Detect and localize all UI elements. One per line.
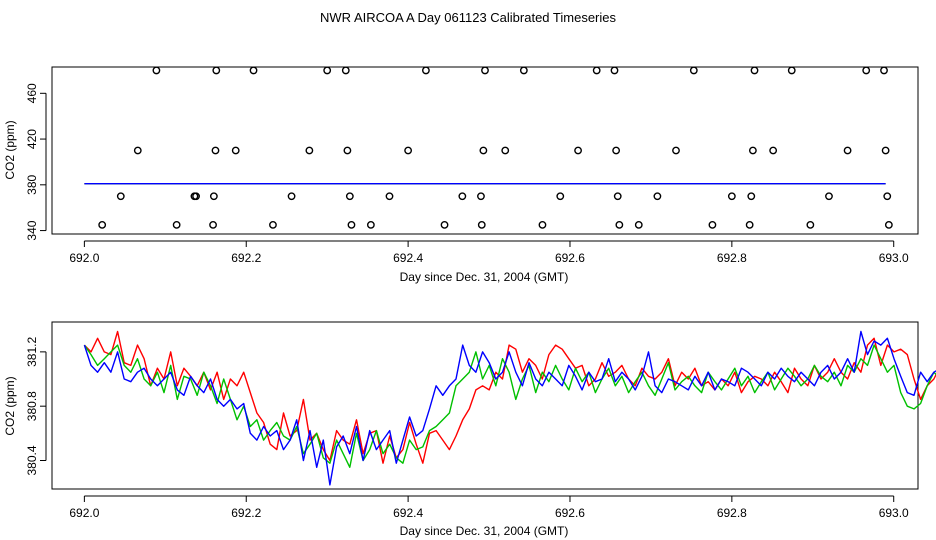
x-tick-label: 692.2: [231, 251, 261, 265]
data-point: [880, 66, 888, 75]
bottom-series: [83, 330, 936, 486]
data-point: [519, 66, 528, 75]
bottom-x-axis: 692.0 692.2 692.4 692.6 692.8 693.0: [69, 495, 909, 520]
data-point: [747, 192, 756, 201]
series-line-blue: [83, 330, 936, 486]
data-point: [750, 66, 759, 75]
data-point: [477, 192, 485, 201]
data-point: [116, 192, 125, 201]
top-y-axis: 340 380 420 460: [25, 83, 47, 241]
data-point: [615, 220, 624, 229]
x-tick-label: 692.6: [555, 506, 585, 520]
series-line-green: [83, 344, 936, 468]
data-point: [806, 220, 815, 229]
data-point: [748, 146, 757, 155]
x-tick-label: 692.8: [717, 506, 747, 520]
data-point: [612, 146, 621, 155]
data-point: [305, 146, 314, 155]
data-point: [653, 192, 662, 201]
data-point: [501, 146, 510, 155]
data-point: [172, 220, 181, 229]
data-point: [556, 192, 565, 201]
x-tick-label: 692.0: [69, 506, 99, 520]
x-tick-label: 692.4: [393, 251, 423, 265]
data-point: [98, 220, 107, 229]
data-point: [385, 192, 394, 201]
bottom-y-axis-label: CO2 (ppm): [3, 376, 17, 435]
bottom-panel: 692.0 692.2 692.4 692.6 692.8 693.0 380.4380.…: [3, 321, 936, 538]
x-tick-label: 692.6: [555, 251, 585, 265]
data-point: [862, 66, 871, 75]
data-point: [787, 66, 796, 75]
y-tick-label: 460: [25, 83, 39, 103]
top-x-axis: 692.0 692.2 692.4 692.6 692.8 693.0: [69, 240, 909, 265]
x-tick-label: 692.0: [69, 251, 99, 265]
data-point: [538, 220, 547, 229]
data-point: [825, 192, 833, 201]
data-point: [269, 220, 277, 229]
data-point: [343, 146, 352, 155]
bottom-y-axis: 380.4 380.8 381.2: [25, 337, 47, 476]
x-tick-label: 693.0: [879, 251, 909, 265]
data-point: [404, 146, 413, 155]
chart-title: NWR AIRCOA A Day 061123 Calibrated Times…: [320, 10, 616, 25]
x-tick-label: 692.4: [393, 506, 423, 520]
data-point: [192, 192, 200, 201]
bottom-plot-frame: [51, 321, 919, 490]
data-point: [689, 66, 698, 75]
data-point: [231, 146, 240, 155]
data-point: [212, 66, 221, 75]
data-point: [574, 146, 582, 155]
top-series: [84, 66, 893, 229]
data-point: [883, 192, 892, 201]
data-point: [708, 220, 717, 229]
data-point: [287, 192, 296, 201]
data-point: [727, 192, 736, 201]
data-point: [613, 192, 622, 201]
data-point: [481, 66, 489, 75]
top-x-axis-label: Day since Dec. 31, 2004 (GMT): [400, 270, 569, 284]
top-y-axis-label: CO2 (ppm): [3, 120, 17, 179]
data-point: [341, 66, 350, 75]
y-tick-label: 380: [25, 174, 39, 194]
data-point: [440, 220, 449, 229]
x-tick-label: 692.2: [231, 506, 261, 520]
data-point: [249, 66, 258, 75]
data-point: [672, 146, 680, 155]
data-point: [347, 220, 356, 229]
data-point: [745, 220, 754, 229]
y-tick-label: 340: [25, 220, 39, 240]
data-point: [843, 146, 852, 155]
top-panel: 692.0 692.2 692.4 692.6 692.8 693.0 340 380 420…: [3, 66, 919, 284]
data-point: [209, 192, 218, 201]
data-point: [592, 66, 601, 75]
data-point: [152, 66, 161, 75]
y-tick-label: 381.2: [25, 337, 39, 367]
series-line-red: [83, 330, 936, 464]
data-point: [479, 146, 488, 155]
data-point: [345, 192, 354, 201]
data-point: [477, 220, 486, 229]
data-point: [133, 146, 142, 155]
y-tick-label: 380.4: [25, 445, 39, 475]
data-point: [634, 220, 643, 229]
x-tick-label: 692.8: [717, 251, 747, 265]
bottom-x-axis-label: Day since Dec. 31, 2004 (GMT): [400, 524, 569, 538]
top-plot-frame: [51, 66, 919, 235]
data-point: [769, 146, 778, 155]
data-point: [422, 66, 430, 75]
data-point: [323, 66, 332, 75]
y-tick-label: 380.8: [25, 391, 39, 421]
y-tick-label: 420: [25, 129, 39, 149]
data-point: [366, 220, 375, 229]
data-point: [610, 66, 619, 75]
x-tick-label: 693.0: [879, 506, 909, 520]
data-point: [884, 220, 893, 229]
data-point: [209, 220, 217, 229]
data-point: [211, 146, 220, 155]
data-point: [458, 192, 467, 201]
data-point: [881, 146, 890, 155]
